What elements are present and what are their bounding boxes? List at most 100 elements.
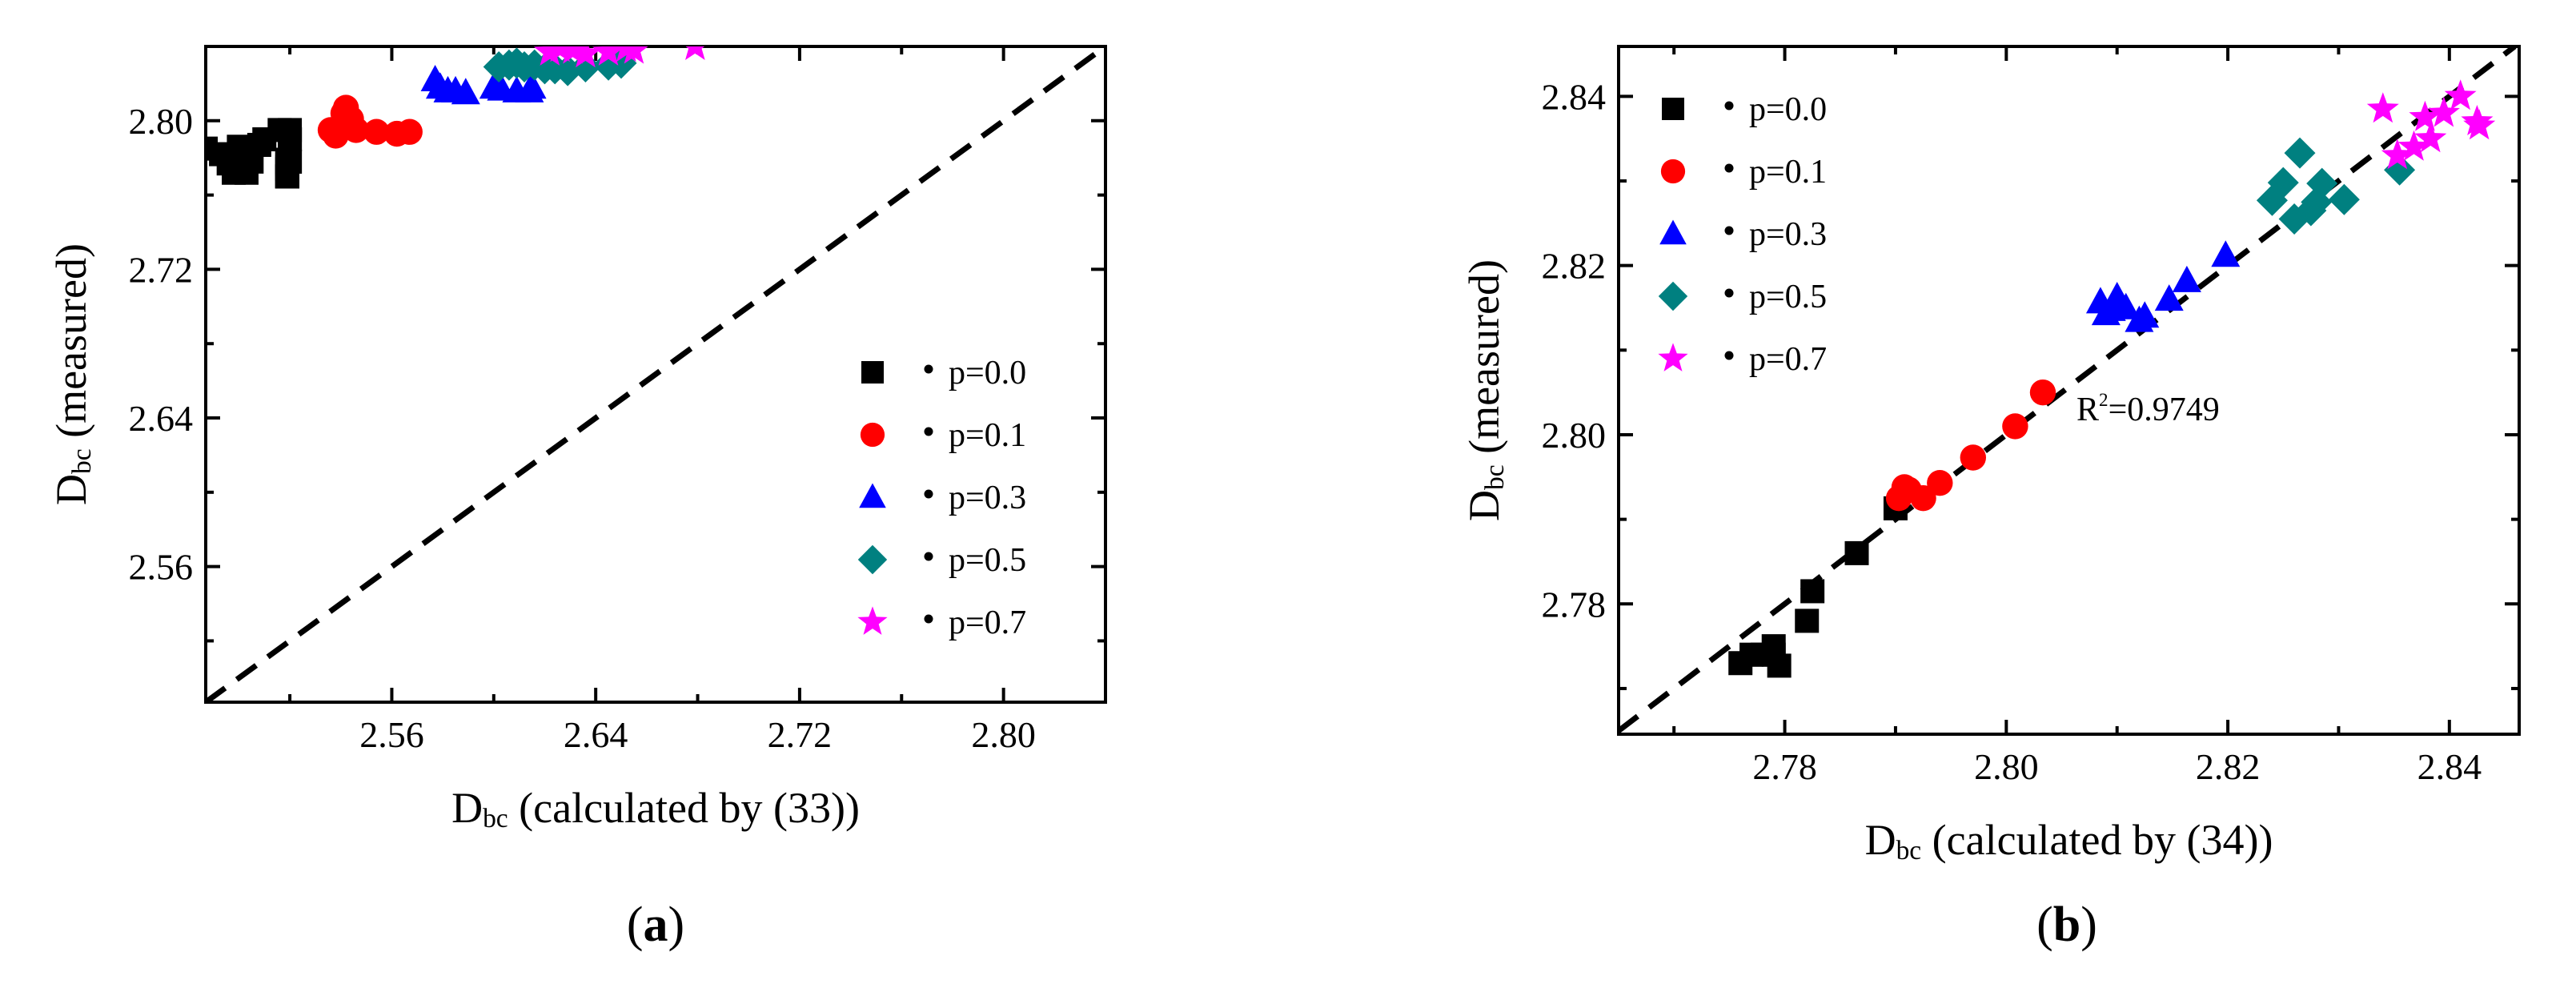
data-point xyxy=(343,117,370,143)
data-point xyxy=(1960,444,1987,471)
data-point xyxy=(2306,167,2338,199)
plot-frame xyxy=(1617,45,2521,736)
x-axis-title-sub: bc xyxy=(1896,836,1922,865)
data-point xyxy=(2002,413,2028,440)
legend-marker xyxy=(860,422,885,448)
legend-marker xyxy=(1658,343,1688,371)
panel-label-close: ) xyxy=(668,898,685,952)
x-axis-title-rest: (calculated by (34)) xyxy=(1921,816,2273,864)
legend-label: p=0.3 xyxy=(949,480,1026,516)
x-tick-label: 2.84 xyxy=(2418,746,2482,787)
y-tick-label: 2.84 xyxy=(1542,76,1607,117)
y-tick-label: 2.56 xyxy=(129,547,194,588)
data-point xyxy=(1767,653,1792,678)
x-axis-title-rest: (calculated by (33)) xyxy=(508,784,860,832)
x-tick-label: 2.82 xyxy=(2196,746,2261,787)
data-point xyxy=(2397,130,2430,161)
x-tick-label: 2.78 xyxy=(1752,746,1817,787)
data-point xyxy=(2414,122,2447,153)
y-tick-label: 2.78 xyxy=(1542,584,1607,625)
x-axis-title-main: D xyxy=(451,784,483,832)
data-point xyxy=(2328,183,2360,215)
data-point xyxy=(2381,139,2413,170)
y-tick-label: 2.72 xyxy=(129,249,194,290)
data-point xyxy=(1800,579,1825,604)
data-point xyxy=(1910,485,1936,512)
panel-label-letter: b xyxy=(2053,898,2080,952)
legend: p=0.0 p=0.1 p=0.3 p=0.5 p=0.7 xyxy=(857,355,1026,641)
y-axis-title-rest: (measured) xyxy=(47,243,95,448)
r-squared-prefix: R xyxy=(2076,392,2099,428)
legend-marker xyxy=(857,606,888,635)
panel-label-open: ( xyxy=(2036,898,2053,952)
legend-label: p=0.1 xyxy=(1749,154,1827,191)
panel-label: (b) xyxy=(2036,898,2097,952)
data-point xyxy=(569,46,602,68)
y-tick-label: 2.80 xyxy=(1542,415,1607,456)
legend: p=0.0 p=0.1 p=0.3 p=0.5 p=0.7 xyxy=(1658,91,1827,378)
r-squared-sup: 2 xyxy=(2099,389,2109,410)
legend-dot xyxy=(924,427,933,436)
legend-dot xyxy=(1724,101,1734,110)
data-point xyxy=(2284,137,2316,169)
legend-dot xyxy=(1724,163,1734,173)
data-points xyxy=(1728,79,2496,678)
r-squared-value: =0.9749 xyxy=(2109,392,2220,428)
data-point xyxy=(2172,265,2201,292)
legend-label: p=0.3 xyxy=(1749,216,1827,253)
data-point xyxy=(451,78,480,105)
legend-label: p=0.5 xyxy=(1749,279,1827,315)
legend-marker xyxy=(859,483,886,508)
data-point xyxy=(1844,540,1869,565)
y-axis-title-rest: (measured) xyxy=(1460,259,1508,464)
data-point xyxy=(363,118,390,145)
data-point xyxy=(1927,469,1953,496)
data-point xyxy=(1795,608,1820,633)
y-axis-title-main: D xyxy=(47,474,95,505)
x-axis-title-sub: bc xyxy=(483,804,508,833)
data-point xyxy=(2463,109,2496,140)
panel-label-open: ( xyxy=(627,898,644,952)
x-tick-label: 2.64 xyxy=(564,714,628,755)
y-tick-label: 2.80 xyxy=(129,101,194,142)
data-point xyxy=(2130,301,2160,328)
legend-label: p=0.7 xyxy=(949,604,1026,641)
data-point xyxy=(592,46,625,66)
x-tick-label: 2.80 xyxy=(1974,746,2039,787)
legend-label: p=0.0 xyxy=(1749,91,1827,128)
reference-line xyxy=(1619,46,2517,733)
legend-dot xyxy=(924,489,933,499)
y-axis-title: Dbc (measured) xyxy=(1460,259,1510,521)
data-point xyxy=(2366,92,2399,123)
data-point xyxy=(278,127,303,152)
y-axis-title-sub: bc xyxy=(1480,464,1510,490)
legend-dot xyxy=(924,552,933,561)
data-point xyxy=(2267,167,2299,199)
legend-label: p=0.1 xyxy=(949,417,1026,454)
legend-dot xyxy=(1724,351,1734,360)
data-point xyxy=(2409,100,2442,131)
x-tick-label: 2.72 xyxy=(768,714,833,755)
legend-dot xyxy=(1724,226,1734,235)
panel-a: 2.56 2.64 2.72 2.80 2.56 2.64 2.72 2.80 Dbc (cal… xyxy=(47,45,1107,952)
legend-marker xyxy=(857,544,888,575)
panel-label-letter: a xyxy=(644,898,668,952)
x-tick-label: 2.56 xyxy=(359,714,424,755)
data-point xyxy=(2211,240,2241,267)
y-tick-label: 2.64 xyxy=(129,398,194,439)
data-point xyxy=(517,72,547,99)
data-point xyxy=(2444,79,2477,110)
data-point xyxy=(2154,284,2184,311)
data-point xyxy=(620,46,648,64)
reference-line xyxy=(206,46,1105,702)
legend-marker xyxy=(1662,98,1684,120)
x-axis-title: Dbc (calculated by (33)) xyxy=(451,784,860,833)
y-axis-title: Dbc (measured) xyxy=(47,243,97,505)
legend-dot xyxy=(1724,288,1734,298)
legend-label: p=0.0 xyxy=(949,355,1026,392)
x-axis-title-main: D xyxy=(1865,816,1896,864)
legend-marker xyxy=(861,361,884,384)
panel-b: 2.78 2.80 2.82 2.84 2.78 2.80 2.82 2.84 Dbc (cal… xyxy=(1460,45,2521,952)
legend-marker xyxy=(1660,159,1686,184)
